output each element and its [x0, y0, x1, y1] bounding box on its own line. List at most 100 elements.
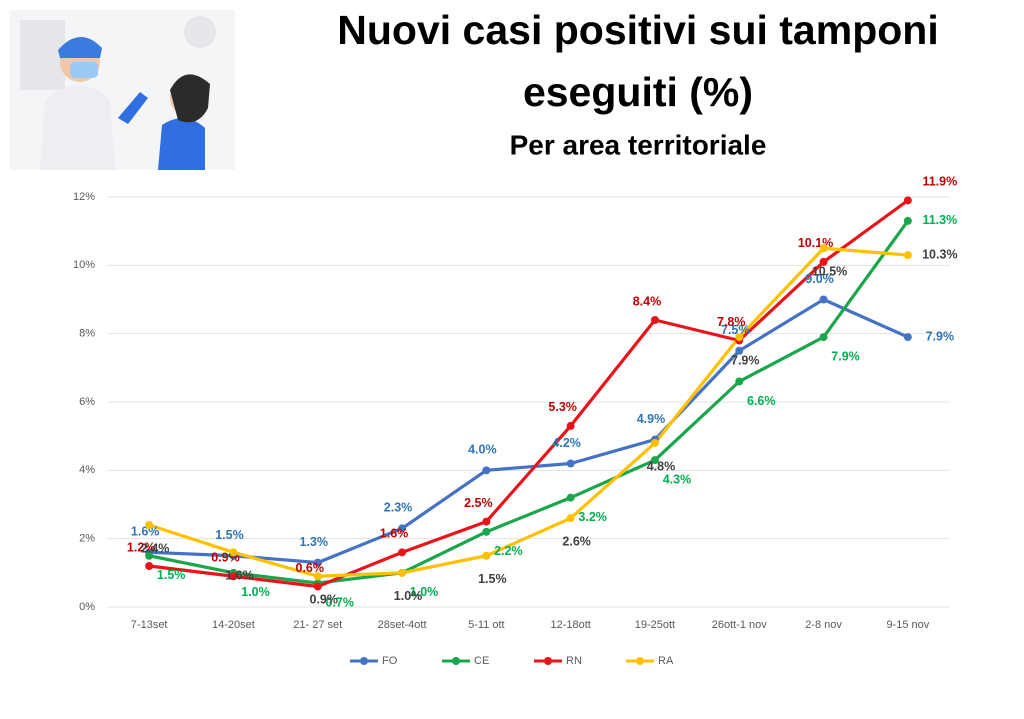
- data-label: 6.6%: [747, 394, 776, 408]
- data-label: 1.0%: [410, 585, 439, 599]
- data-label: 7.9%: [731, 353, 760, 367]
- data-label: 0.7%: [326, 595, 355, 609]
- data-label: 11.9%: [922, 175, 957, 189]
- y-tick-label: 10%: [73, 259, 95, 271]
- data-label: 1.0%: [394, 589, 423, 603]
- chart-subtitle: Per area territoriale: [510, 129, 767, 160]
- legend-label: RA: [658, 655, 674, 667]
- data-point: [819, 257, 828, 266]
- legend-label: RN: [566, 655, 582, 667]
- data-label: 2.5%: [464, 496, 493, 510]
- illustration: [10, 10, 235, 170]
- data-label: 2.4%: [141, 541, 170, 555]
- x-tick-label: 12-18ott: [550, 619, 590, 631]
- data-label: 1.5%: [478, 572, 507, 586]
- chart-title: Nuovi casi positivi sui tamponi eseguiti …: [337, 7, 938, 115]
- data-point: [735, 346, 744, 355]
- data-point: [650, 456, 659, 465]
- series-line: [148, 219, 910, 585]
- legend-marker: [452, 657, 460, 665]
- data-point: [145, 521, 154, 529]
- data-label: 4.8%: [647, 459, 676, 473]
- data-label: 10.1%: [798, 236, 833, 250]
- data-point: [903, 333, 912, 342]
- data-point: [903, 251, 912, 260]
- x-tick-label: 5-11 ott: [468, 619, 505, 631]
- data-point: [903, 216, 912, 225]
- data-point: [145, 562, 154, 570]
- data-point: [482, 466, 491, 475]
- data-point: [566, 459, 575, 468]
- data-label: 4.0%: [468, 443, 497, 457]
- series-line: [148, 246, 908, 578]
- data-point: [819, 295, 828, 304]
- y-tick-label: 0%: [79, 601, 95, 613]
- data-point: [650, 439, 659, 447]
- data-point: [482, 527, 491, 536]
- data-point: [566, 421, 575, 430]
- x-tick-label: 2-8 nov: [805, 619, 842, 631]
- legend-marker: [544, 657, 552, 665]
- data-point: [398, 524, 407, 533]
- data-label: 9.0%: [805, 272, 834, 286]
- data-label: 4.2%: [552, 436, 581, 450]
- data-label: 1.6%: [131, 525, 160, 539]
- legend-marker: [360, 657, 368, 665]
- data-label: 4.3%: [663, 472, 692, 486]
- data-label: 7.9%: [831, 349, 860, 363]
- data-point: [566, 514, 575, 523]
- series-line: [149, 297, 909, 565]
- legend-label: FO: [382, 655, 398, 667]
- series-line: [148, 199, 909, 589]
- data-point: [313, 572, 322, 581]
- data-label: 1.0%: [241, 585, 270, 599]
- data-point: [482, 517, 491, 526]
- data-point: [313, 582, 322, 591]
- data-label: 10.3%: [922, 247, 957, 261]
- data-point: [482, 551, 491, 560]
- data-label: 0.6%: [296, 561, 325, 575]
- data-point: [398, 548, 407, 557]
- data-point: [229, 548, 238, 557]
- data-label: 2.3%: [384, 501, 413, 515]
- data-point: [903, 196, 912, 205]
- legend-marker: [636, 657, 644, 665]
- x-tick-label: 28set-4ott: [378, 619, 427, 631]
- y-tick-label: 12%: [73, 191, 95, 203]
- data-point: [313, 558, 322, 567]
- x-tick-label: 14-20set: [212, 619, 255, 631]
- data-point: [735, 333, 744, 342]
- data-point: [650, 316, 659, 324]
- data-label: 8.4%: [633, 294, 662, 308]
- legend-label: CE: [474, 655, 489, 667]
- x-tick-label: 19-25ott: [635, 619, 675, 631]
- data-point: [229, 572, 238, 581]
- data-label: 7.5%: [721, 323, 750, 337]
- data-label: 1.6%: [225, 569, 254, 583]
- data-label: 1.2%: [127, 540, 156, 554]
- x-tick-label: 21- 27 set: [293, 619, 342, 631]
- y-tick-label: 2%: [79, 533, 95, 545]
- y-tick-label: 8%: [79, 328, 95, 340]
- data-point: [819, 244, 828, 253]
- data-label: 4.9%: [637, 412, 666, 426]
- data-point: [735, 377, 744, 386]
- data-label: 11.3%: [922, 213, 957, 227]
- x-tick-label: 7-13set: [131, 619, 168, 631]
- data-label: 1.6%: [380, 527, 409, 541]
- data-label: 1.5%: [215, 528, 244, 542]
- data-label: 5.3%: [548, 400, 577, 414]
- data-point: [398, 568, 407, 577]
- data-label: 10.5%: [812, 265, 847, 279]
- data-label: 1.3%: [300, 535, 329, 549]
- data-label: 0.9%: [310, 593, 339, 607]
- data-label: 7.9%: [926, 329, 955, 343]
- x-tick-label: 26ott-1 nov: [712, 619, 768, 631]
- data-label: 3.2%: [578, 510, 607, 524]
- data-label: 2.2%: [494, 544, 523, 558]
- data-point: [566, 493, 575, 502]
- data-point: [145, 551, 154, 560]
- data-label: 2.6%: [562, 534, 591, 548]
